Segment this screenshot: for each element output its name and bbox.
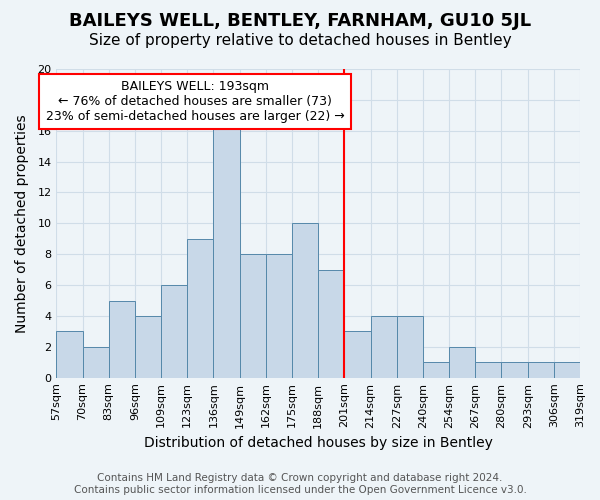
Text: Size of property relative to detached houses in Bentley: Size of property relative to detached ho… — [89, 32, 511, 48]
Bar — [214, 116, 239, 378]
Bar — [239, 254, 266, 378]
Text: BAILEYS WELL: 193sqm
← 76% of detached houses are smaller (73)
23% of semi-detac: BAILEYS WELL: 193sqm ← 76% of detached h… — [46, 80, 344, 123]
Text: BAILEYS WELL, BENTLEY, FARNHAM, GU10 5JL: BAILEYS WELL, BENTLEY, FARNHAM, GU10 5JL — [69, 12, 531, 30]
Bar — [266, 254, 292, 378]
Bar — [502, 362, 527, 378]
Bar — [135, 316, 161, 378]
Bar — [56, 332, 83, 378]
X-axis label: Distribution of detached houses by size in Bentley: Distribution of detached houses by size … — [144, 436, 493, 450]
Bar — [109, 300, 135, 378]
Bar — [527, 362, 554, 378]
Bar — [344, 332, 371, 378]
Text: Contains HM Land Registry data © Crown copyright and database right 2024.
Contai: Contains HM Land Registry data © Crown c… — [74, 474, 526, 495]
Bar — [318, 270, 344, 378]
Bar — [292, 224, 318, 378]
Bar — [554, 362, 580, 378]
Bar — [187, 239, 214, 378]
Bar — [475, 362, 502, 378]
Bar — [161, 285, 187, 378]
Bar — [397, 316, 423, 378]
Bar — [423, 362, 449, 378]
Bar — [371, 316, 397, 378]
Bar — [449, 347, 475, 378]
Bar — [83, 347, 109, 378]
Y-axis label: Number of detached properties: Number of detached properties — [15, 114, 29, 332]
